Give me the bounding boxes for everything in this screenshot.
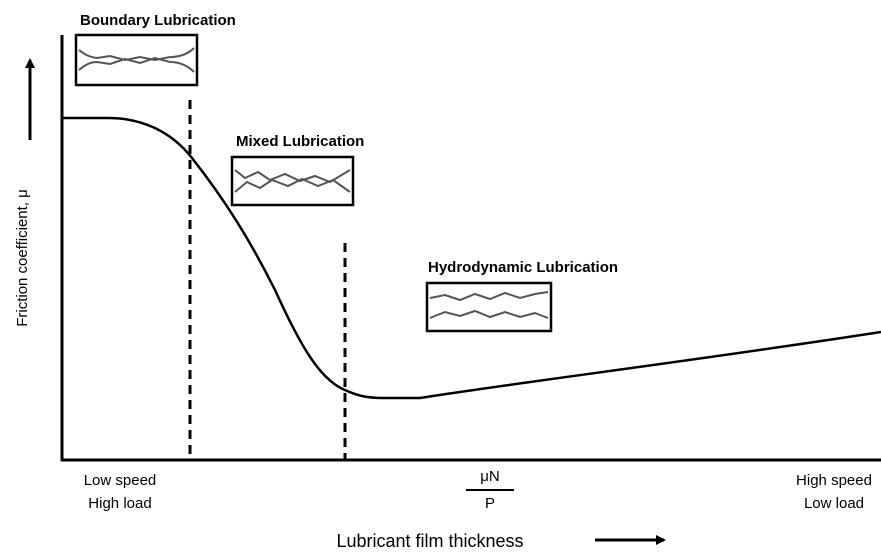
regime-title: Boundary Lubrication	[80, 12, 236, 29]
x-right-label: Low load	[804, 495, 864, 512]
x-center-denominator: P	[485, 495, 495, 512]
x-axis-label: Lubricant film thickness	[336, 531, 523, 551]
stribeck-diagram: Boundary Lubrication Mixed Lubrication H…	[0, 0, 881, 553]
regime-title: Mixed Lubrication	[236, 133, 364, 150]
x-left-label: Low speed	[84, 472, 157, 489]
boundary-icon	[76, 35, 197, 85]
mixed-icon	[232, 157, 353, 205]
x-right-label: High speed	[796, 472, 872, 489]
friction-curve	[62, 118, 881, 398]
y-axis-label: Friction coefficient, μ	[14, 189, 31, 327]
hydrodynamic-icon	[427, 283, 551, 331]
x-left-label: High load	[88, 495, 151, 512]
regime-title: Hydrodynamic Lubrication	[428, 259, 618, 276]
x-center-numerator: μN	[480, 468, 499, 485]
